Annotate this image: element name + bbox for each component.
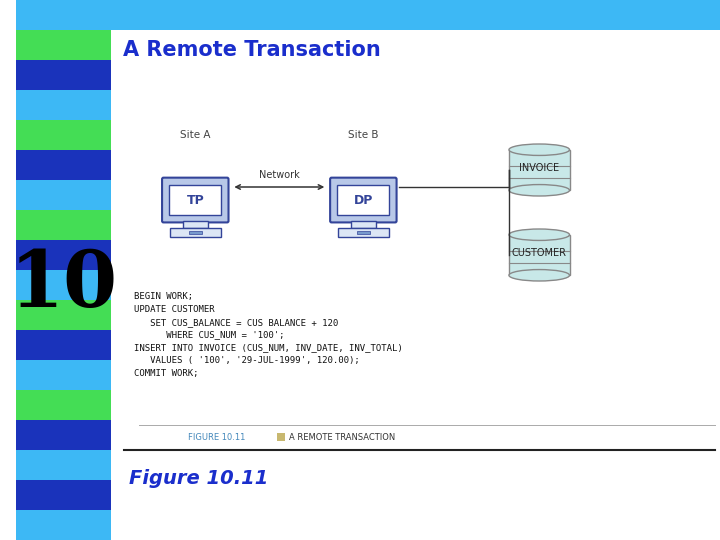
Bar <box>17 480 112 510</box>
Text: 10: 10 <box>10 247 118 323</box>
Bar <box>17 360 112 390</box>
Bar <box>17 450 112 480</box>
Bar <box>17 270 112 300</box>
FancyBboxPatch shape <box>330 178 397 222</box>
Text: INVOICE: INVOICE <box>519 163 559 173</box>
Bar <box>17 30 112 60</box>
Bar <box>338 185 390 215</box>
Text: Site A: Site A <box>180 130 210 140</box>
Text: CUSTOMER: CUSTOMER <box>512 248 567 258</box>
Ellipse shape <box>509 269 570 281</box>
Text: Figure 10.11: Figure 10.11 <box>129 469 269 488</box>
Bar <box>17 150 112 180</box>
Ellipse shape <box>509 144 570 156</box>
Bar <box>189 231 202 234</box>
Ellipse shape <box>509 185 570 196</box>
Text: Network: Network <box>259 170 300 180</box>
Bar <box>351 221 376 228</box>
Bar <box>183 221 208 228</box>
FancyBboxPatch shape <box>162 178 228 222</box>
Text: A Remote Transaction: A Remote Transaction <box>123 40 381 60</box>
Bar <box>17 240 112 270</box>
Text: TP: TP <box>186 193 204 206</box>
Bar <box>17 90 112 120</box>
Text: DP: DP <box>354 193 373 206</box>
Bar <box>17 60 112 90</box>
Bar <box>277 433 285 441</box>
Bar <box>17 210 112 240</box>
Text: FIGURE 10.11: FIGURE 10.11 <box>188 433 246 442</box>
Bar <box>17 0 720 30</box>
Text: Site B: Site B <box>348 130 379 140</box>
Bar <box>17 180 112 210</box>
Bar <box>17 510 112 540</box>
Bar <box>169 185 221 215</box>
Bar <box>17 420 112 450</box>
Bar <box>17 330 112 360</box>
Bar <box>170 228 221 237</box>
Bar <box>509 150 570 190</box>
Bar <box>509 235 570 275</box>
Bar <box>357 231 369 234</box>
Bar <box>17 300 112 330</box>
Ellipse shape <box>509 229 570 240</box>
Text: BEGIN WORK;
UPDATE CUSTOMER
   SET CUS_BALANCE = CUS BALANCE + 120
      WHERE C: BEGIN WORK; UPDATE CUSTOMER SET CUS_BALA… <box>134 292 402 378</box>
Text: A REMOTE TRANSACTION: A REMOTE TRANSACTION <box>289 433 395 442</box>
Bar <box>17 120 112 150</box>
Bar <box>338 228 389 237</box>
Bar <box>17 390 112 420</box>
